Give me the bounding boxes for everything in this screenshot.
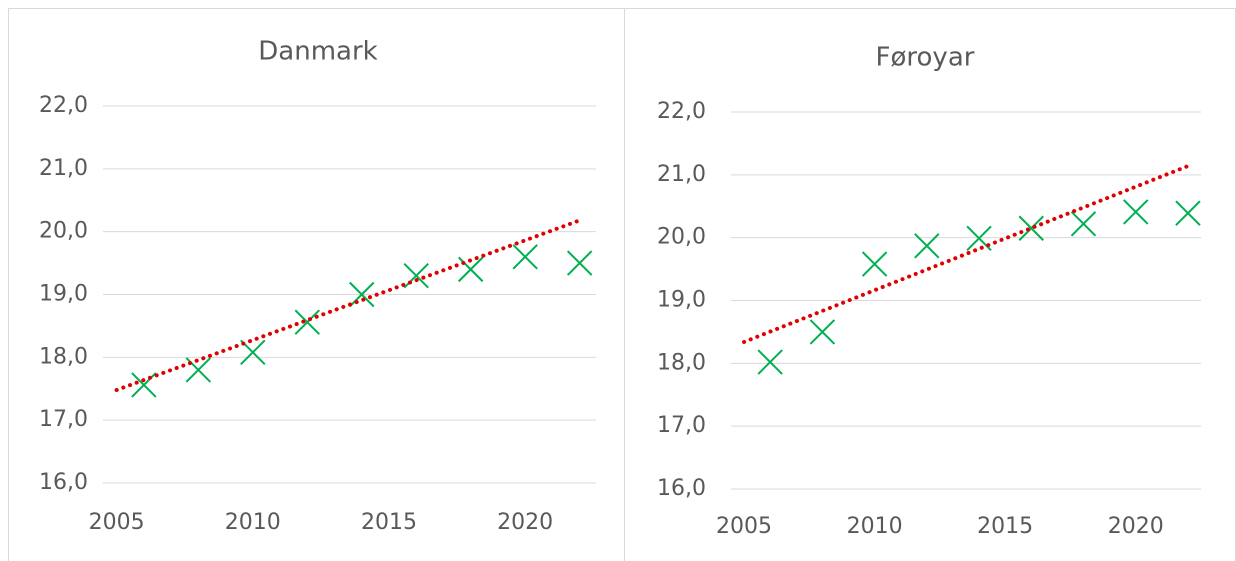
marker [757, 349, 783, 375]
y-tick-label: 18,0 [657, 350, 706, 375]
y-tick-label: 17,0 [657, 413, 706, 438]
x-tick-label: 2020 [497, 510, 553, 535]
x-tick-label: 2015 [977, 514, 1033, 539]
y-tick-label: 16,0 [39, 470, 88, 495]
chart-title: Danmark [258, 37, 377, 67]
x-tick-label: 2005 [716, 514, 772, 539]
marker [1123, 199, 1149, 225]
trendline [114, 218, 582, 393]
y-tick-label: 21,0 [657, 162, 706, 187]
marker [1018, 215, 1044, 241]
y-tick-label: 20,0 [657, 225, 706, 250]
y-tick-label: 20,0 [39, 219, 88, 244]
marker [294, 309, 320, 335]
x-tick-label: 2010 [847, 514, 903, 539]
chart-title: Føroyar [876, 43, 975, 73]
y-tick-label: 22,0 [39, 93, 88, 118]
frame [8, 8, 1236, 561]
marker [131, 372, 157, 398]
marker [512, 244, 538, 270]
y-tick-label: 19,0 [657, 288, 706, 313]
y-tick-label: 21,0 [39, 156, 88, 181]
x-tick-label: 2005 [89, 510, 145, 535]
x-tick-label: 2010 [225, 510, 281, 535]
x-tick-label: 2015 [361, 510, 417, 535]
y-tick-label: 17,0 [39, 407, 88, 432]
marker [349, 281, 375, 308]
trendline [742, 164, 1190, 344]
marker [861, 251, 888, 277]
marker [809, 319, 836, 345]
x-tick-label: 2020 [1108, 514, 1164, 539]
y-tick-label: 16,0 [657, 476, 706, 501]
y-tick-label: 22,0 [657, 99, 706, 124]
marker [914, 233, 940, 259]
marker [403, 262, 429, 289]
marker [1175, 200, 1201, 226]
y-tick-label: 18,0 [39, 344, 88, 369]
marker [566, 250, 593, 276]
marker [1070, 211, 1097, 237]
y-tick-label: 19,0 [39, 282, 88, 307]
